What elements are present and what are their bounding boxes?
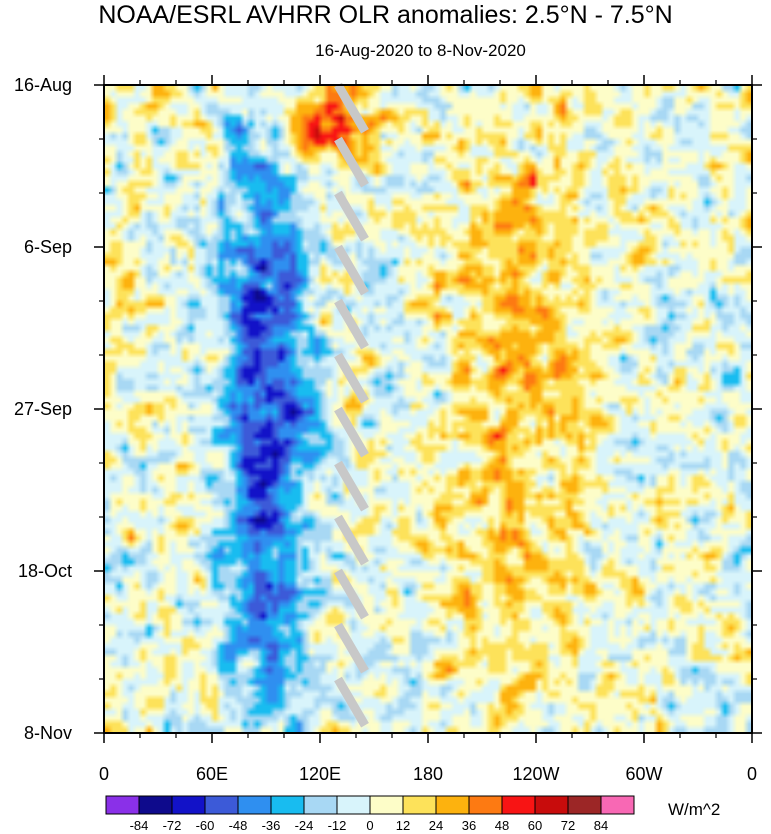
colorbar-swatch bbox=[270, 795, 305, 815]
colorbar-swatch bbox=[534, 795, 569, 815]
colorbar-swatch bbox=[435, 795, 470, 815]
colorbar-label: 84 bbox=[594, 818, 608, 833]
y-tick-label: 8-Nov bbox=[24, 723, 72, 743]
chart-subtitle: 16-Aug-2020 to 8-Nov-2020 bbox=[315, 41, 526, 60]
colorbar-swatch bbox=[105, 795, 140, 815]
y-tick-label: 27-Sep bbox=[14, 399, 72, 419]
colorbar-label: 48 bbox=[495, 818, 509, 833]
missing-data-streak bbox=[334, 514, 369, 566]
colorbar-label: 72 bbox=[561, 818, 575, 833]
x-tick-label: 60E bbox=[196, 764, 228, 784]
colorbar-label: 60 bbox=[528, 818, 542, 833]
missing-data-streak bbox=[334, 622, 369, 674]
colorbar-label: -12 bbox=[328, 818, 347, 833]
colorbar-label: -36 bbox=[262, 818, 281, 833]
missing-data-streak bbox=[334, 460, 369, 512]
colorbar-swatch bbox=[303, 795, 338, 815]
y-tick-label: 6-Sep bbox=[24, 237, 72, 257]
missing-data-streak bbox=[334, 568, 369, 620]
x-tick-label: 120W bbox=[512, 764, 559, 784]
missing-data-streak bbox=[334, 190, 369, 242]
chart-title: NOAA/ESRL AVHRR OLR anomalies: 2.5°N - 7… bbox=[98, 1, 673, 29]
colorbar-label: 0 bbox=[366, 818, 373, 833]
x-tick-label: 0 bbox=[747, 764, 757, 784]
colorbar-swatch bbox=[468, 795, 503, 815]
colorbar-units: W/m^2 bbox=[668, 800, 721, 819]
colorbar-swatch bbox=[237, 795, 272, 815]
colorbar-swatch bbox=[501, 795, 536, 815]
missing-data-streak bbox=[334, 82, 369, 134]
y-tick-label: 16-Aug bbox=[14, 75, 72, 95]
colorbar-swatch bbox=[336, 795, 371, 815]
colorbar-label: -24 bbox=[295, 818, 314, 833]
colorbar-label: 12 bbox=[396, 818, 410, 833]
missing-data-streak bbox=[334, 244, 369, 296]
colorbar-label: -72 bbox=[163, 818, 182, 833]
colorbar: -84 -72 -60 -48 -36 -24 -12 0 12 24 36 48 60 72 84 bbox=[105, 795, 635, 833]
axes: 0 60E 120E 180 120W 60W 0 16-Aug 6-Sep 27-Sep 18-O… bbox=[14, 75, 762, 784]
colorbar-swatch bbox=[369, 795, 404, 815]
colorbar-label: 24 bbox=[429, 818, 443, 833]
colorbar-label: -84 bbox=[130, 818, 149, 833]
colorbar-swatch bbox=[402, 795, 437, 815]
colorbar-label: -60 bbox=[196, 818, 215, 833]
heatmap-field bbox=[104, 82, 752, 733]
missing-data-streak bbox=[334, 406, 369, 458]
x-tick-label: 0 bbox=[99, 764, 109, 784]
colorbar-swatch bbox=[171, 795, 206, 815]
missing-data-streak bbox=[334, 352, 369, 404]
x-tick-label: 120E bbox=[299, 764, 341, 784]
colorbar-swatch bbox=[138, 795, 173, 815]
colorbar-label: 36 bbox=[462, 818, 476, 833]
x-tick-label: 180 bbox=[413, 764, 443, 784]
missing-data-streak bbox=[334, 136, 369, 188]
missing-data-streak bbox=[334, 676, 369, 728]
colorbar-swatch bbox=[204, 795, 239, 815]
colorbar-swatch bbox=[567, 795, 602, 815]
colorbar-swatch bbox=[600, 795, 635, 815]
missing-data-streak bbox=[334, 298, 369, 350]
x-tick-label: 60W bbox=[625, 764, 662, 784]
y-tick-label: 18-Oct bbox=[18, 561, 72, 581]
heatmap-image bbox=[104, 85, 752, 733]
colorbar-label: -48 bbox=[229, 818, 248, 833]
